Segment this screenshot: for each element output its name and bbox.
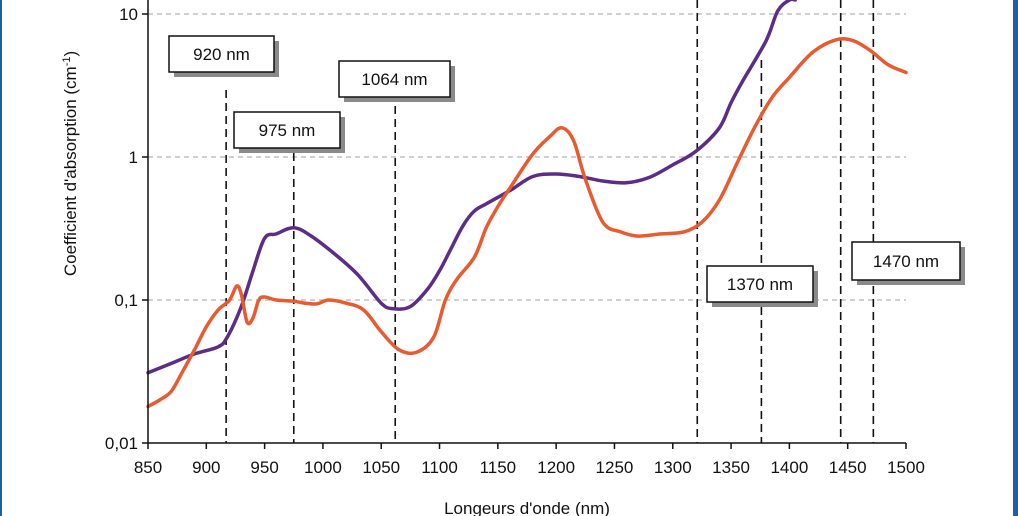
callout-label: 920 nm <box>193 45 250 64</box>
axes <box>147 0 906 444</box>
series-line-purple <box>146 0 797 375</box>
x-tick-label: 1150 <box>480 458 517 477</box>
y-tick-label: 1 <box>129 148 138 167</box>
frame-left-border <box>0 0 2 516</box>
series-line-orange <box>146 37 908 409</box>
y-axis-title-close: ) <box>61 51 80 57</box>
x-tick-label: 1200 <box>537 458 575 477</box>
callout-label: 975 nm <box>259 121 316 140</box>
x-axis-title: Longeurs d'onde (nm) <box>444 499 610 516</box>
x-tick-label: 1250 <box>596 458 634 477</box>
callout-box <box>168 35 275 73</box>
x-tick-label: 950 <box>250 458 278 477</box>
marker-lines <box>225 0 875 443</box>
y-axis-title-main: Coefficient d'absorption (cm <box>61 66 80 276</box>
frame-right-border <box>1013 0 1018 516</box>
series-layer <box>146 0 908 409</box>
x-tick-label: 1100 <box>421 458 458 477</box>
marker-callouts: 920 nm 975 nm 1064 nm 1370 nm 1470 nm <box>168 35 965 307</box>
y-axis-title: Coefficient d'absorption (cm-1) <box>61 51 80 276</box>
callout-box <box>338 60 451 98</box>
x-tick-label: 1500 <box>887 458 925 477</box>
x-tick-label: 850 <box>134 458 162 477</box>
x-tick-label: 900 <box>192 458 220 477</box>
x-tick-label: 1350 <box>712 458 750 477</box>
callout-label: 1470 nm <box>873 252 939 271</box>
callout-box <box>706 265 814 303</box>
x-tick-label: 1450 <box>829 458 867 477</box>
y-axis-title-sup: -1 <box>61 57 73 67</box>
callout-box <box>851 241 961 281</box>
callout-box <box>233 111 341 149</box>
x-tick-label: 1000 <box>304 458 342 477</box>
ticks: 0,01 0,1 1 10 850 900 950 1000 1050 1100 1150 1200 1… <box>105 5 925 477</box>
callout-label: 1064 nm <box>361 70 427 89</box>
y-tick-label: 0,01 <box>105 434 138 453</box>
x-tick-label: 1400 <box>770 458 808 477</box>
callout-label: 1370 nm <box>727 275 793 294</box>
x-tick-label: 1050 <box>362 458 400 477</box>
y-tick-label: 10 <box>119 5 138 24</box>
y-tick-label: 0,1 <box>114 291 138 310</box>
x-tick-label: 1300 <box>654 458 692 477</box>
